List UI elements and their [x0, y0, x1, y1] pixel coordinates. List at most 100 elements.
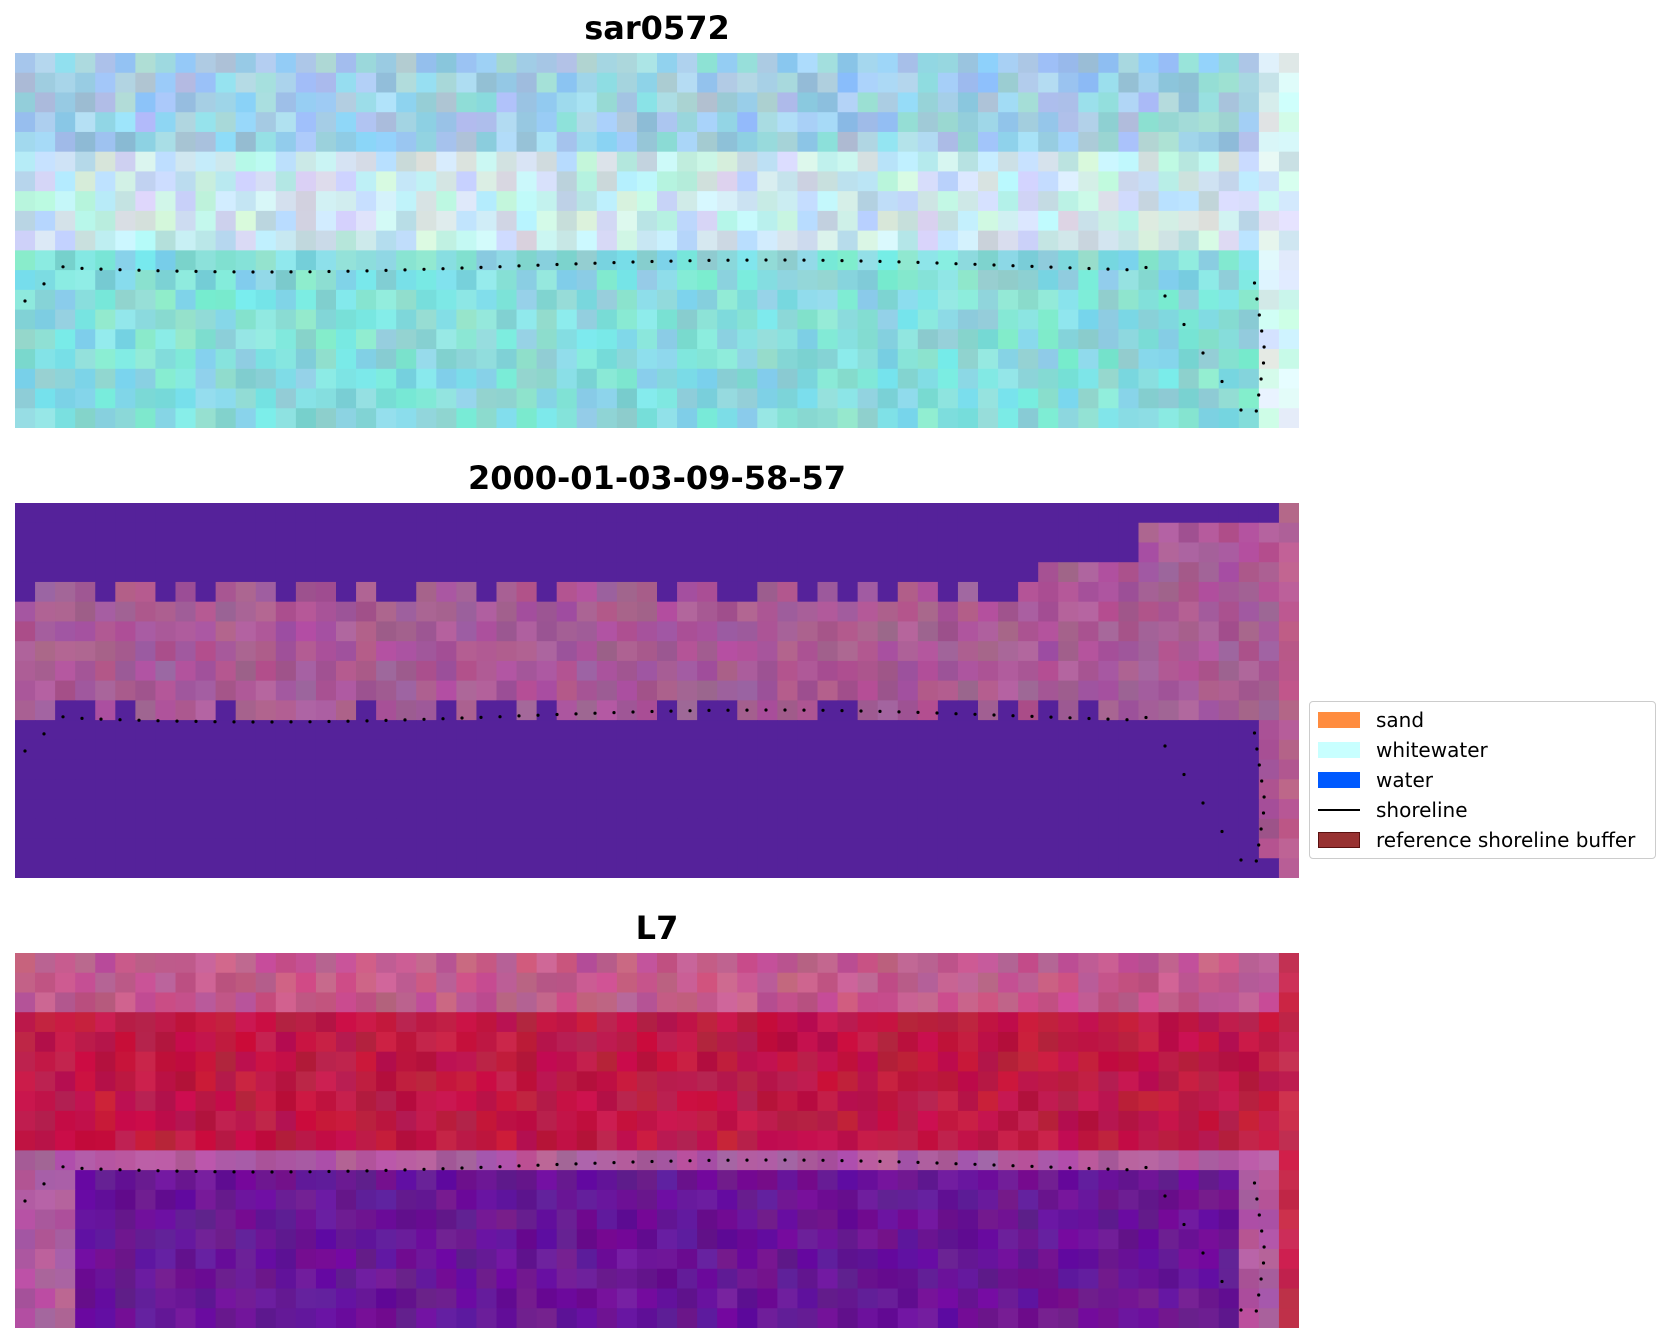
shoreline-point: [593, 261, 597, 265]
shoreline-point: [42, 732, 46, 736]
shoreline-point: [707, 258, 711, 262]
shoreline-point: [992, 1163, 996, 1167]
shoreline-point: [840, 1159, 844, 1163]
shoreline-point: [612, 711, 616, 715]
shoreline-point: [1261, 811, 1266, 815]
shoreline-point: [23, 749, 27, 753]
panel-title-l7: L7: [635, 909, 679, 947]
shoreline-point: [916, 710, 920, 714]
shoreline-point: [612, 1161, 616, 1165]
classification-image: [15, 503, 1299, 878]
shoreline-point: [669, 709, 673, 713]
shoreline-point: [308, 720, 312, 724]
shoreline-point: [213, 1170, 217, 1174]
legend-entry-buffer: reference shoreline buffer: [1318, 828, 1648, 852]
shoreline-point: [1254, 1309, 1258, 1313]
shoreline-point: [1239, 858, 1243, 862]
shoreline-point: [1262, 795, 1266, 799]
shoreline-point: [156, 1169, 160, 1173]
shoreline-point: [821, 1158, 825, 1162]
shoreline-point: [1259, 1277, 1263, 1281]
shoreline-point: [1049, 265, 1053, 269]
shoreline-point: [194, 719, 198, 723]
shoreline-point: [878, 1159, 882, 1163]
shoreline-point: [137, 268, 141, 272]
shoreline-point: [1144, 265, 1148, 270]
shoreline-point: [821, 258, 825, 262]
shoreline-point: [194, 1169, 198, 1173]
shoreline-point: [1255, 747, 1259, 751]
shoreline-point: [42, 282, 46, 286]
shoreline-point: [346, 269, 350, 273]
shoreline-point: [859, 259, 863, 263]
shoreline-point: [384, 1168, 388, 1172]
legend-label-whitewater: whitewater: [1376, 738, 1488, 762]
shoreline-point: [1125, 1168, 1129, 1172]
shoreline-point: [1087, 716, 1091, 721]
shoreline-point: [1049, 715, 1053, 719]
shoreline-point: [422, 267, 426, 271]
shoreline-point: [1254, 409, 1258, 413]
shoreline-point: [726, 258, 730, 262]
shoreline-point: [764, 708, 768, 712]
shoreline-point: [1049, 1165, 1053, 1169]
shoreline-point: [631, 710, 635, 714]
shoreline-point: [479, 715, 483, 719]
shoreline-point: [23, 1199, 27, 1203]
shoreline-point: [498, 715, 502, 719]
shoreline-point: [1030, 264, 1034, 268]
shoreline-point: [935, 1161, 939, 1165]
shoreline-point: [1106, 717, 1110, 721]
shoreline-point: [859, 709, 863, 713]
shoreline-point: [270, 720, 274, 724]
shoreline-point: [1261, 1261, 1266, 1265]
shoreline-point: [175, 719, 179, 723]
legend-entry-sand: sand: [1318, 708, 1648, 732]
shoreline-point: [1144, 715, 1148, 720]
shoreline-points: [23, 708, 1266, 863]
shoreline-point: [365, 719, 369, 723]
shoreline-point: [973, 262, 977, 266]
shoreline-point: [194, 269, 198, 273]
shoreline-point: [1144, 1165, 1148, 1170]
shoreline-point: [517, 264, 521, 268]
shoreline-point: [650, 259, 654, 264]
shoreline-point: [270, 1170, 274, 1174]
shoreline-point: [1260, 1229, 1264, 1233]
shoreline-point: [1220, 829, 1224, 834]
shoreline-point: [422, 717, 426, 721]
shoreline-point: [745, 1158, 749, 1162]
shoreline-point: [251, 720, 255, 724]
shoreline-point: [574, 712, 578, 716]
shoreline-point: [1163, 294, 1167, 298]
shoreline-point: [99, 267, 103, 271]
shoreline-point: [118, 268, 122, 272]
shoreline-point: [897, 710, 901, 714]
shoreline-point: [213, 720, 217, 724]
shoreline-point: [669, 259, 673, 263]
shoreline-point: [536, 1163, 540, 1167]
shoreline-point: [1182, 322, 1186, 327]
shoreline-point: [1163, 744, 1167, 748]
shoreline-point: [498, 1165, 502, 1169]
shoreline-point: [688, 259, 692, 263]
shoreline-point: [61, 715, 65, 719]
shoreline-point: [878, 259, 882, 263]
shoreline-point: [118, 1168, 122, 1172]
shoreline-point: [308, 1170, 312, 1174]
shoreline-point: [327, 719, 331, 724]
shoreline-line-swatch: [1318, 809, 1360, 811]
shoreline-point: [441, 717, 445, 721]
shoreline-point: [935, 711, 939, 715]
shoreline-point: [270, 270, 274, 274]
shoreline-point: [1125, 718, 1129, 722]
shoreline-point: [156, 269, 160, 273]
shoreline-point: [859, 1159, 863, 1163]
shoreline-point: [213, 270, 217, 274]
panel-title-sar: sar0572: [584, 9, 730, 47]
shoreline-point: [175, 1169, 179, 1173]
shoreline-point: [517, 1164, 521, 1168]
shoreline-point: [99, 717, 103, 721]
shoreline-point: [1068, 266, 1072, 270]
shoreline-point: [669, 1159, 673, 1163]
